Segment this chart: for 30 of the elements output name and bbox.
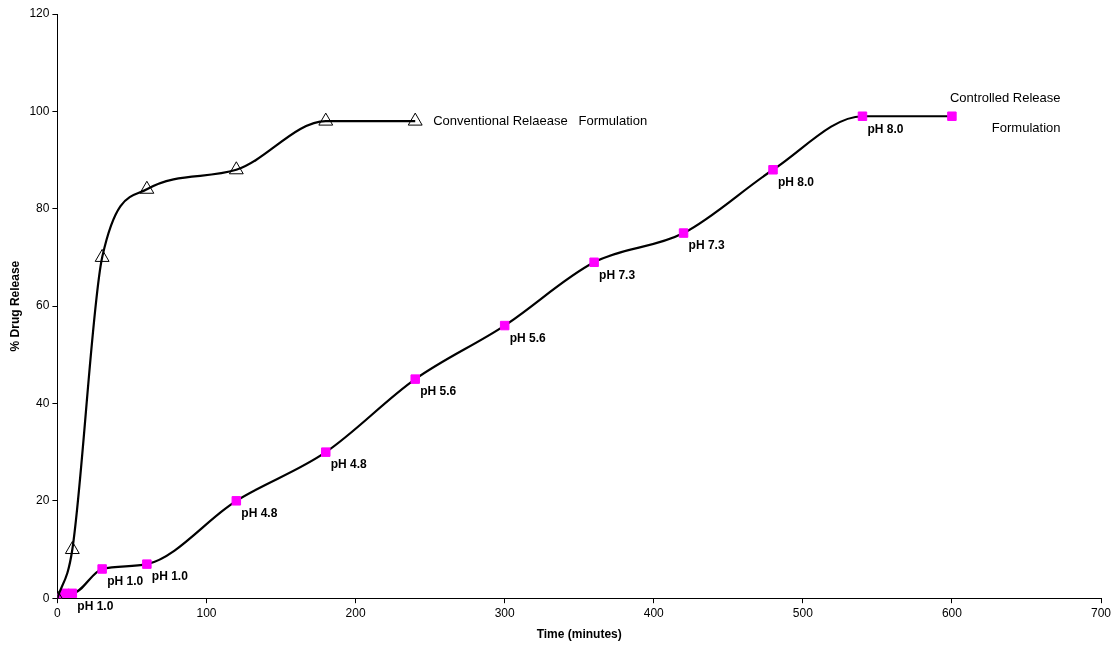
annotation: pH 4.8 (330, 457, 368, 472)
y-tick-label: 100 (29, 103, 50, 118)
series-label: Controlled Release Formulation (949, 89, 1061, 135)
x-tick-label: 200 (345, 605, 366, 620)
x-tick-label: 400 (643, 605, 665, 620)
annotation: pH 1.0 (151, 569, 189, 584)
annotation: pH 5.6 (509, 330, 547, 345)
annotation: pH 1.0 (77, 598, 114, 613)
annotation: pH 7.3 (599, 267, 636, 282)
x-tick-label: 600 (941, 605, 963, 620)
annotation: pH 8.0 (867, 121, 904, 136)
x-axis-title: Time (minutes) (536, 627, 622, 642)
y-tick-label: 60 (36, 298, 50, 313)
annotation: pH 4.8 (241, 506, 278, 521)
x-tick-label: 0 (54, 605, 62, 620)
annotation: pH 7.3 (688, 238, 725, 253)
y-tick-label: 120 (29, 6, 50, 21)
annotation: pH 8.0 (778, 175, 815, 190)
annotation: pH 5.6 (420, 384, 457, 399)
x-tick-label: 300 (494, 605, 515, 620)
x-tick-label: 100 (196, 605, 217, 620)
y-tick-label: 80 (36, 201, 50, 216)
y-tick-label: 0 (42, 590, 50, 605)
x-tick-label: 700 (1090, 605, 1112, 620)
series-label: Conventional Relaease Formulation (433, 112, 648, 128)
x-tick-label: 500 (792, 605, 814, 620)
y-axis-title: % Drug Release (7, 260, 22, 352)
y-tick-label: 20 (36, 493, 50, 508)
y-tick-label: 40 (36, 395, 50, 410)
annotation: pH 1.0 (107, 574, 144, 589)
